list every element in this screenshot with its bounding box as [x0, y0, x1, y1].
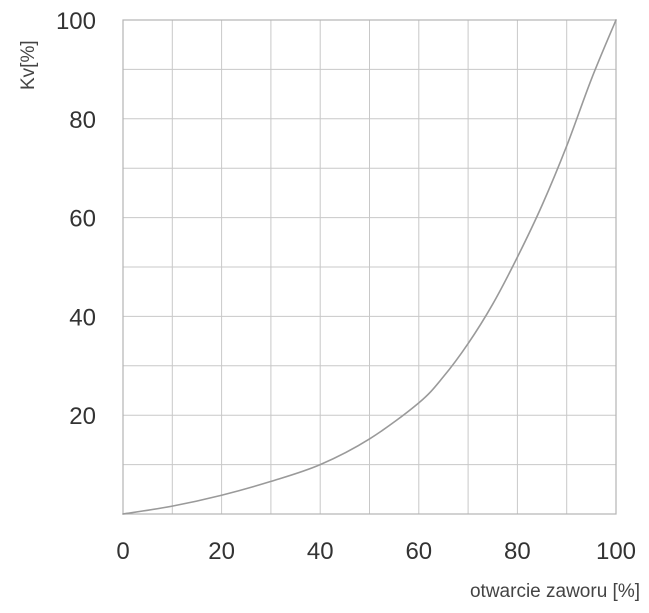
y-tick-label: 60 — [69, 206, 96, 233]
y-tick-label: 100 — [56, 8, 96, 35]
y-tick-labels: 20 40 60 80 100 — [56, 8, 96, 430]
x-tick-label: 100 — [596, 538, 636, 565]
x-tick-label: 0 — [116, 538, 129, 565]
grid — [122, 19, 617, 515]
x-tick-labels: 0 20 40 60 80 100 — [116, 538, 636, 565]
y-tick-label: 80 — [69, 107, 96, 134]
x-axis-label: otwarcie zaworu [%] — [470, 581, 640, 602]
y-axis-label: Kv[%] — [18, 40, 39, 90]
x-tick-label: 60 — [405, 538, 432, 565]
x-tick-label: 40 — [307, 538, 334, 565]
plot-border — [122, 19, 617, 515]
y-tick-label: 40 — [69, 304, 96, 331]
x-tick-label: 80 — [504, 538, 531, 565]
plot-frame — [122, 19, 617, 515]
series-group — [122, 19, 617, 515]
series-line-0 — [122, 19, 617, 515]
x-tick-label: 20 — [208, 538, 235, 565]
y-tick-label: 20 — [69, 403, 96, 430]
